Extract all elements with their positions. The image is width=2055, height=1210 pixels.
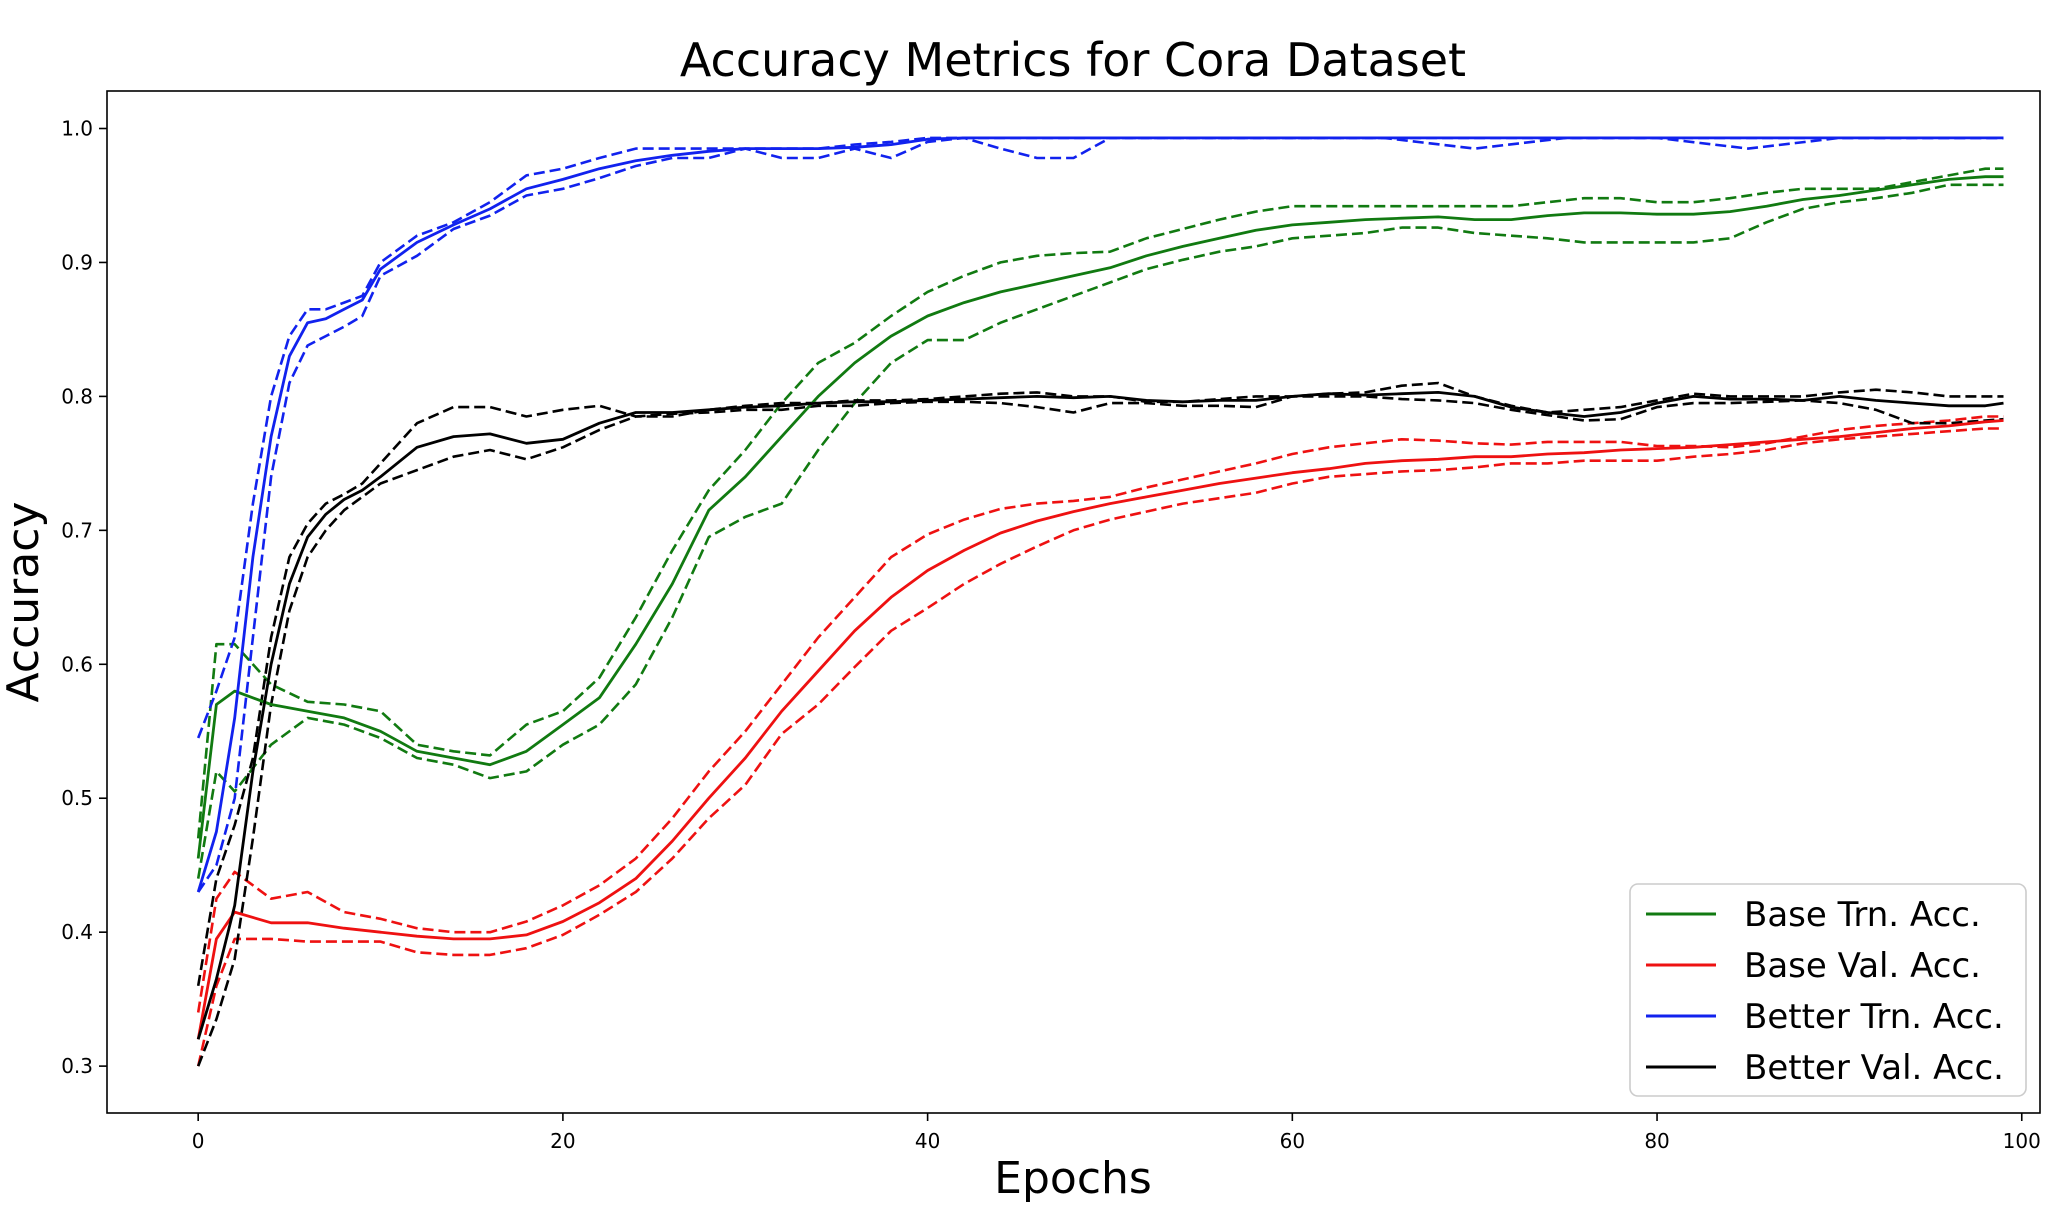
x-tick-label: 40 [915,1129,940,1153]
chart-title: Accuracy Metrics for Cora Dataset [680,33,1466,87]
legend-label-base-trn-acc: Base Trn. Acc. [1744,895,1981,935]
legend-label-base-val-acc: Base Val. Acc. [1744,946,1981,986]
x-axis-ticks: 0 20 40 60 80 100 [192,1113,2041,1153]
y-tick-label: 0.4 [61,920,93,944]
y-tick-label: 0.8 [61,384,93,408]
x-tick-label: 100 [2003,1129,2041,1153]
series-line-base-val-acc-lower [196,427,2004,1067]
y-axis-ticks: 0.3 0.4 0.5 0.6 0.7 0.8 0.9 1.0 [61,117,107,1078]
y-tick-label: 0.7 [61,518,93,542]
x-axis-label: Epochs [994,1153,1152,1204]
series-line-better-val-acc-lower [196,395,2004,1067]
legend-label-better-val-acc: Better Val. Acc. [1744,1048,2004,1088]
series-line-better-trn-acc [196,136,2004,893]
series-line-better-val-acc [196,390,2004,1040]
y-axis-label: Accuracy [0,502,49,703]
y-tick-label: 0.3 [61,1054,93,1078]
y-tick-label: 1.0 [61,117,93,141]
legend-entries: Base Trn. Acc. Base Val. Acc. Better Trn. … [1646,895,2004,1088]
series-line-base-trn-acc [196,175,2004,859]
legend: Base Trn. Acc. Base Val. Acc. Better Trn. … [1629,883,2027,1097]
plot-area-frame [106,90,2041,1114]
x-tick-label: 60 [1280,1129,1305,1153]
y-tick-label: 0.9 [61,250,93,274]
legend-box [1629,883,2027,1097]
series-line-better-val-acc-upper [196,381,2004,987]
y-tick-label: 0.6 [61,652,93,676]
x-tick-label: 20 [550,1129,575,1153]
series-line-base-trn-acc-lower [196,183,2004,879]
series-line-base-trn-acc-upper [196,167,2004,839]
series-line-base-val-acc [196,419,2004,1040]
legend-label-better-trn-acc: Better Trn. Acc. [1744,997,2004,1037]
y-tick-label: 0.5 [61,786,93,810]
x-tick-label: 80 [1644,1129,1669,1153]
series-layer [196,136,2004,1067]
x-tick-label: 0 [192,1129,205,1153]
